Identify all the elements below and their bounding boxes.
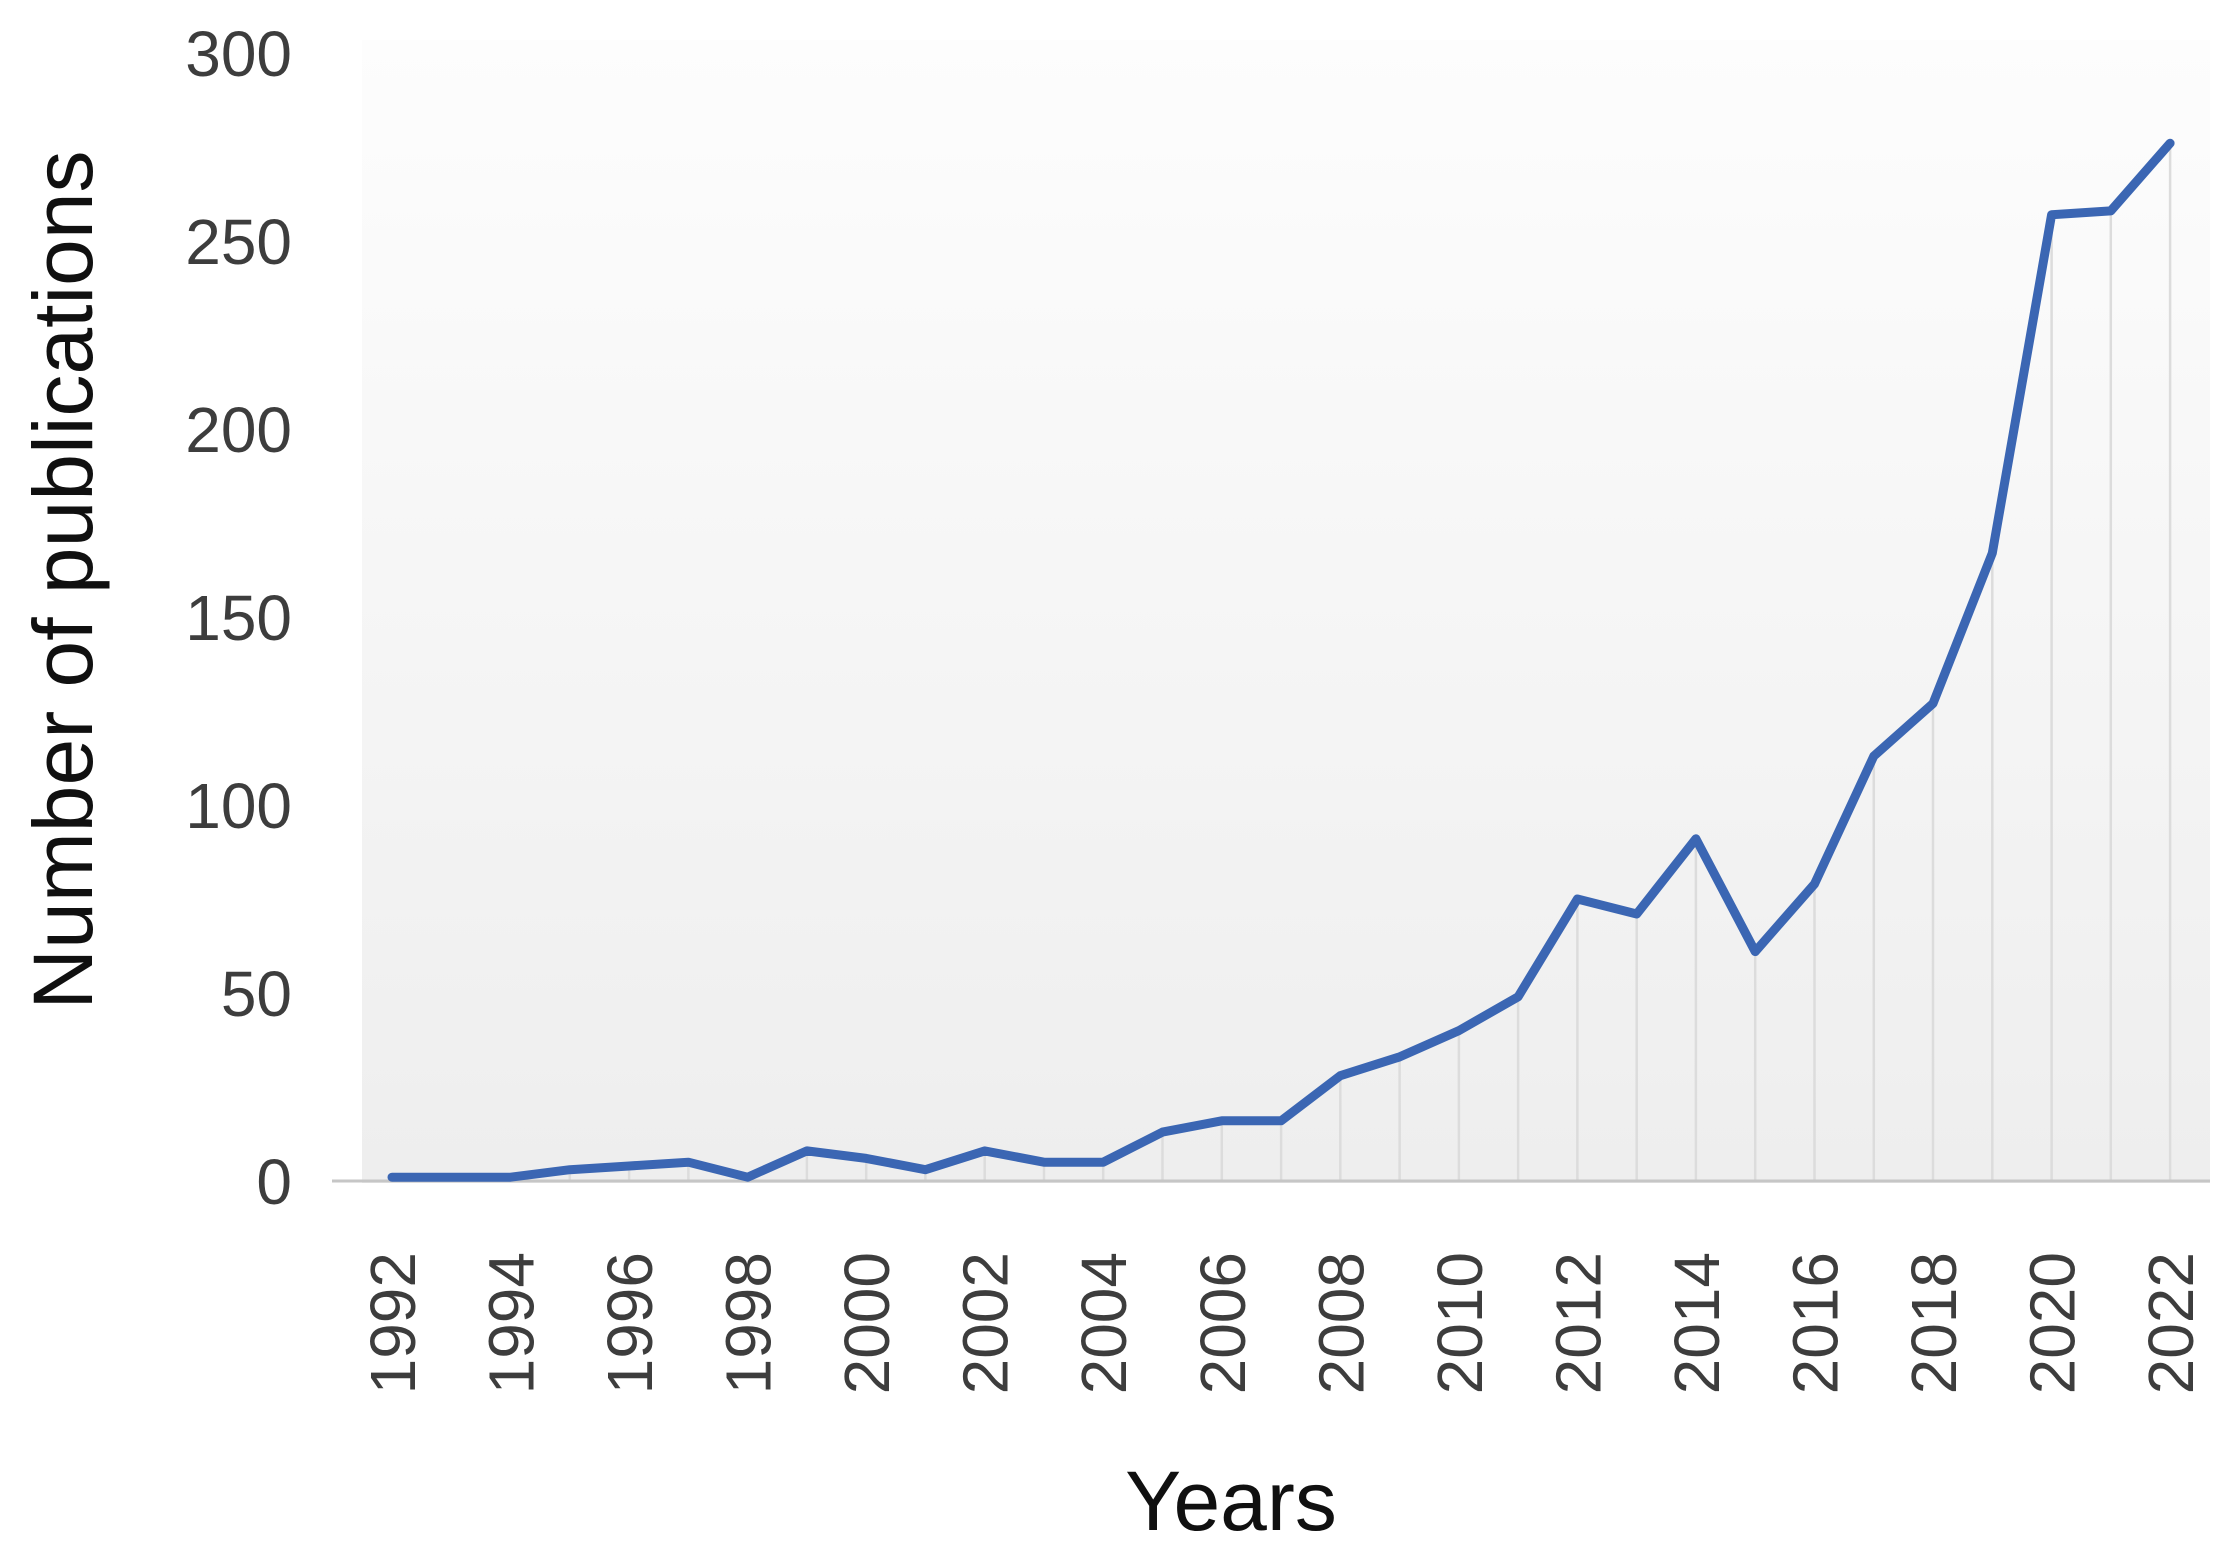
y-axis-tick-labels: 0 50 100 150 200 250 300 (185, 18, 292, 1218)
x-tick-label: 2020 (2017, 1252, 2089, 1394)
x-tick-label: 2022 (2135, 1252, 2207, 1394)
x-tick-label: 1998 (713, 1252, 785, 1394)
x-tick-label: 2008 (1305, 1252, 1377, 1394)
y-tick-label: 100 (185, 770, 292, 842)
y-tick-label: 0 (256, 1146, 292, 1218)
drop-lines-group (390, 143, 2172, 1181)
y-tick-label: 50 (221, 958, 292, 1030)
x-tick-label: 2016 (1780, 1252, 1852, 1394)
x-tick-label: 2012 (1542, 1252, 1614, 1394)
y-tick-label: 150 (185, 582, 292, 654)
x-tick-label: 2002 (950, 1252, 1022, 1394)
y-axis-title: Number of publications (16, 150, 110, 1009)
x-axis-title: Years (1125, 1454, 1337, 1548)
x-axis-tick-labels: 1992 1994 1996 1998 2000 2002 2004 2006 2008 2010… (357, 1252, 2207, 1394)
x-tick-label: 2006 (1187, 1252, 1259, 1394)
plot-area-background (362, 40, 2210, 1183)
y-tick-label: 300 (185, 18, 292, 90)
x-tick-label: 2018 (1898, 1252, 1970, 1394)
x-tick-label: 2010 (1424, 1252, 1496, 1394)
series-line (387, 138, 2175, 1182)
x-tick-label: 1994 (476, 1252, 548, 1394)
x-tick-label: 2000 (831, 1252, 903, 1394)
x-tick-label: 2014 (1661, 1252, 1733, 1394)
y-tick-label: 250 (185, 206, 292, 278)
x-tick-label: 1992 (357, 1252, 429, 1394)
y-tick-label: 200 (185, 394, 292, 466)
x-tick-label: 1996 (594, 1252, 666, 1394)
x-tick-label: 2004 (1068, 1252, 1140, 1394)
